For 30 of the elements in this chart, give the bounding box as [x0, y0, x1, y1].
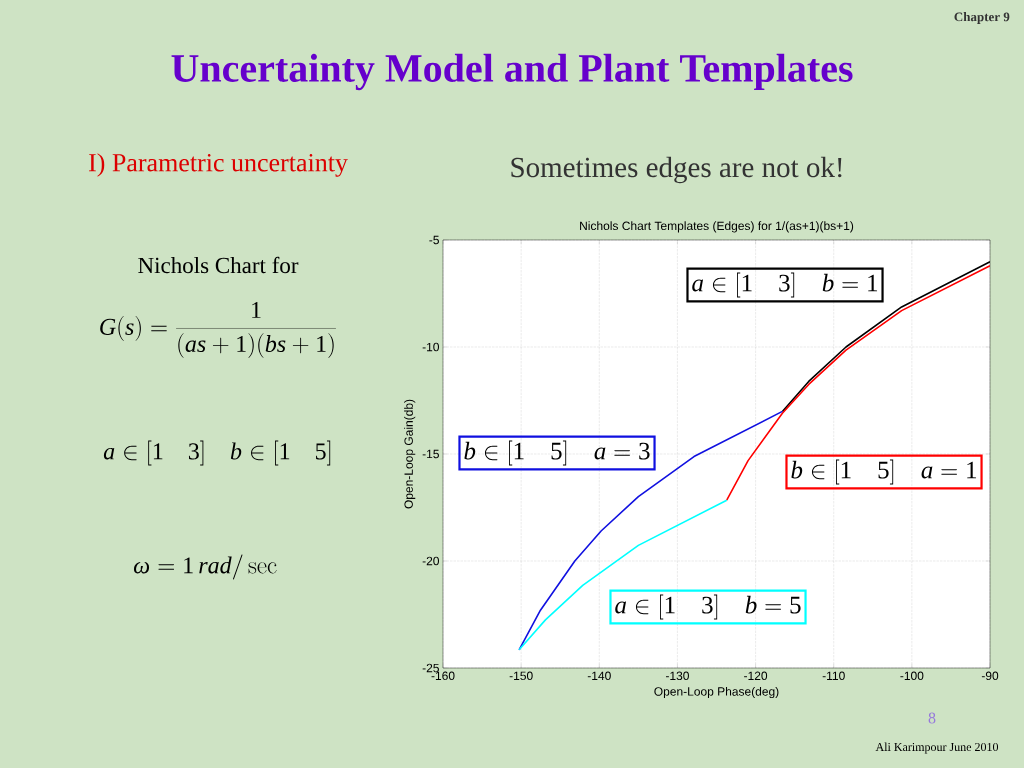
text: $G(s)=\frac{1}{(as+1)(bs+1)}$: [100, 302, 336, 358]
x-tick-label: -100: [900, 671, 924, 681]
text: Nichols Chart for: [138, 256, 299, 274]
annotation: $a\in[1\quad 3]\quad b=1$: [692, 272, 878, 298]
annotation: $a\in[1\quad 3]\quad b=5$: [615, 594, 801, 620]
x-tick-label: -90: [981, 671, 999, 681]
x-tick-label: -160: [431, 671, 455, 681]
x-tick-label: -130: [665, 671, 689, 681]
x-tick-label: -120: [744, 671, 768, 681]
text: Uncertainty Model and Plant Templates: [171, 53, 853, 91]
text: $a\in[1\quad 3]\quad b\in[1\quad 5]$: [103, 440, 331, 466]
text: Ali Karimpour June 2010: [875, 742, 999, 754]
y-tick-label: -20: [422, 556, 440, 566]
text: $\omega=1\,rad/\sec$: [133, 554, 277, 580]
y-tick-label: -10: [422, 342, 440, 352]
y-axis-title: Open-Loop Gain(db): [404, 399, 416, 509]
x-tick-label: -150: [509, 671, 533, 681]
x-tick-label: -140: [587, 671, 611, 681]
text: 8: [928, 712, 936, 724]
x-tick-label: -110: [822, 671, 845, 681]
x-axis-title: Open-Loop Phase(deg): [654, 686, 779, 699]
y-tick-label: -5: [429, 235, 439, 245]
text: Sometimes edges are not ok!: [511, 156, 842, 184]
chart-title: Nichols Chart Templates (Edges) for 1/(as+1)(bs+1): [580, 221, 854, 233]
text: I) Parametric uncertainty: [89, 153, 348, 177]
annotation: $b\in[1\quad 5]\quad a=3$: [464, 440, 650, 466]
y-tick-label: -15: [422, 449, 439, 459]
text: Chapter 9: [954, 12, 1010, 24]
annotation: $b\in[1\quad 5]\quad a=1$: [791, 459, 977, 485]
y-tick-label: -25: [422, 663, 439, 673]
